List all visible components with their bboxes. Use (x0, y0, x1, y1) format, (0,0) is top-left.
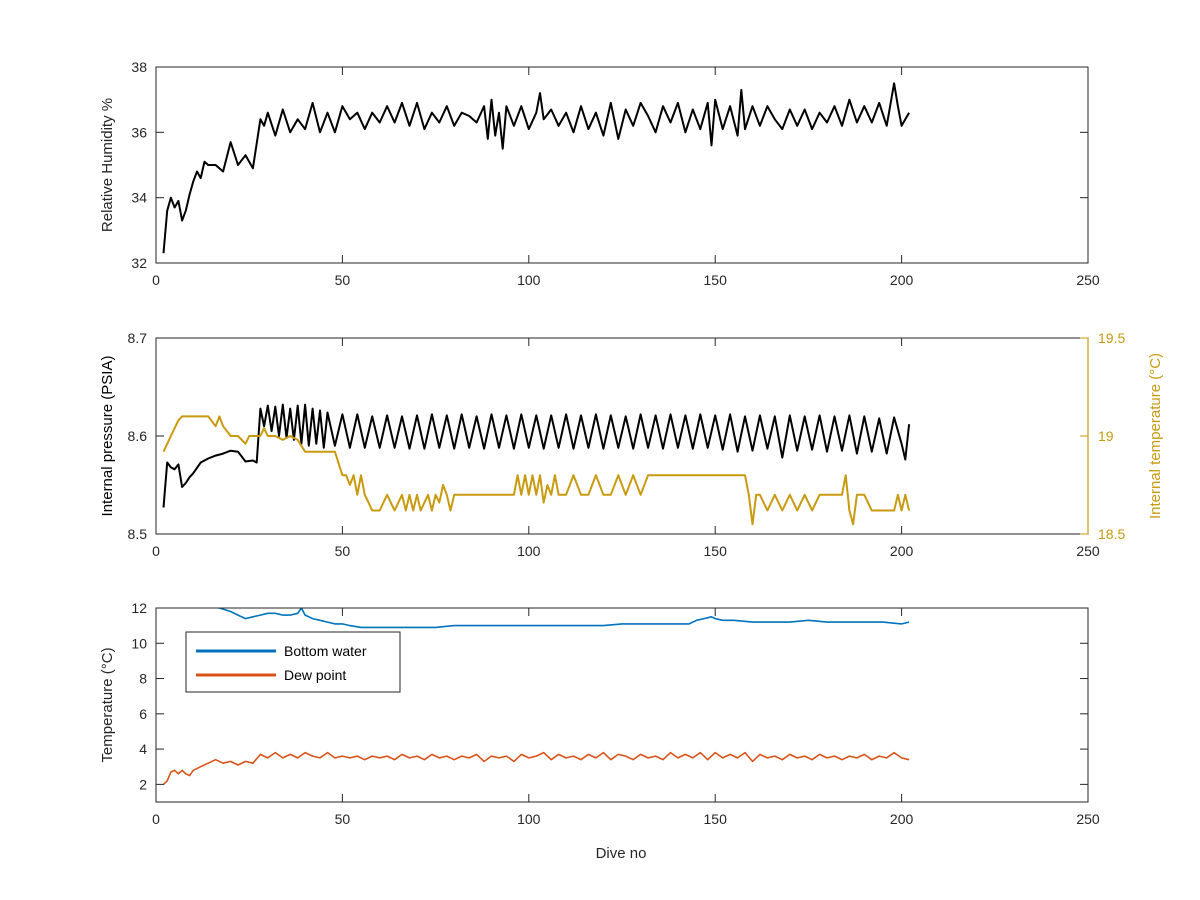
series-line-dew-point (162, 751, 910, 785)
axes-frame (155, 607, 1089, 803)
subplot-1: 0 50 100 150 200 250 32 34 36 38 Relative Humidity… (99, 59, 1100, 288)
y-tick-label: 34 (131, 190, 147, 206)
x-tick-label: 200 (890, 272, 914, 288)
series-line-2-2 (162, 415, 911, 526)
subplot-3: 0 50 100 150 200 250 2 4 6 8 10 12 Temperature (°C) B… (99, 600, 1100, 827)
series-group (162, 82, 910, 254)
legend-box (185, 631, 401, 693)
subplot-2: 0 50 100 150 200 250 8.5 8.6 8.7 18.5 19 19.5 Intern… (99, 330, 1164, 559)
x-tick-label: 100 (517, 811, 541, 827)
x-tick-label: 150 (704, 272, 728, 288)
series-line-bottom-water (214, 608, 910, 629)
y-tick-label: 4 (139, 741, 147, 757)
series-line-2-1 (162, 403, 911, 508)
y-tick-label: 2 (139, 776, 147, 792)
legend-label: Dew point (284, 667, 346, 683)
y-tick-label: 36 (131, 124, 147, 140)
x-tick-label: 50 (335, 543, 351, 559)
x-tick-label: 50 (335, 272, 351, 288)
x-tick-label: 200 (890, 543, 914, 559)
series-group (162, 608, 910, 785)
x-tick-label: 150 (704, 811, 728, 827)
y-tick-label: 8.5 (128, 526, 148, 542)
x-tick-label: 250 (1076, 811, 1100, 827)
y-right-tick-label: 19 (1098, 428, 1114, 444)
x-tick-label: 0 (152, 811, 160, 827)
x-tick-label: 250 (1076, 272, 1100, 288)
x-tick-label: 100 (517, 272, 541, 288)
y-tick-label: 6 (139, 706, 147, 722)
legend-label: Bottom water (284, 643, 367, 659)
y-right-tick-label: 19.5 (1098, 330, 1125, 346)
y-tick-label: 8 (139, 671, 147, 687)
x-tick-label: 200 (890, 811, 914, 827)
x-tick-label: 50 (335, 811, 351, 827)
y-right-axis-label: Internal temperature (°C) (1147, 353, 1164, 519)
y-axis-label: Relative Humidity % (99, 98, 116, 232)
x-tick-label: 0 (152, 272, 160, 288)
y-tick-label: 12 (131, 600, 147, 616)
y-tick-label: 8.7 (128, 330, 148, 346)
x-tick-label: 100 (517, 543, 541, 559)
legend: Bottom water Dew point (185, 631, 401, 693)
y-axis-label: Temperature (°C) (99, 647, 116, 762)
y-right-tick-label: 18.5 (1098, 526, 1125, 542)
y-tick-label: 32 (131, 255, 147, 271)
x-axis-label: Dive no (596, 845, 647, 862)
axes-frame (155, 66, 1089, 264)
x-tick-label: 0 (152, 543, 160, 559)
y-tick-label: 10 (131, 635, 147, 651)
series-group (162, 403, 911, 526)
x-tick-label: 250 (1076, 543, 1100, 559)
y-axis-label: Internal pressure (PSIA) (99, 356, 116, 517)
y-tick-label: 8.6 (128, 428, 148, 444)
series-line-1-1 (162, 82, 910, 254)
y-tick-label: 38 (131, 59, 147, 75)
x-tick-label: 150 (704, 543, 728, 559)
